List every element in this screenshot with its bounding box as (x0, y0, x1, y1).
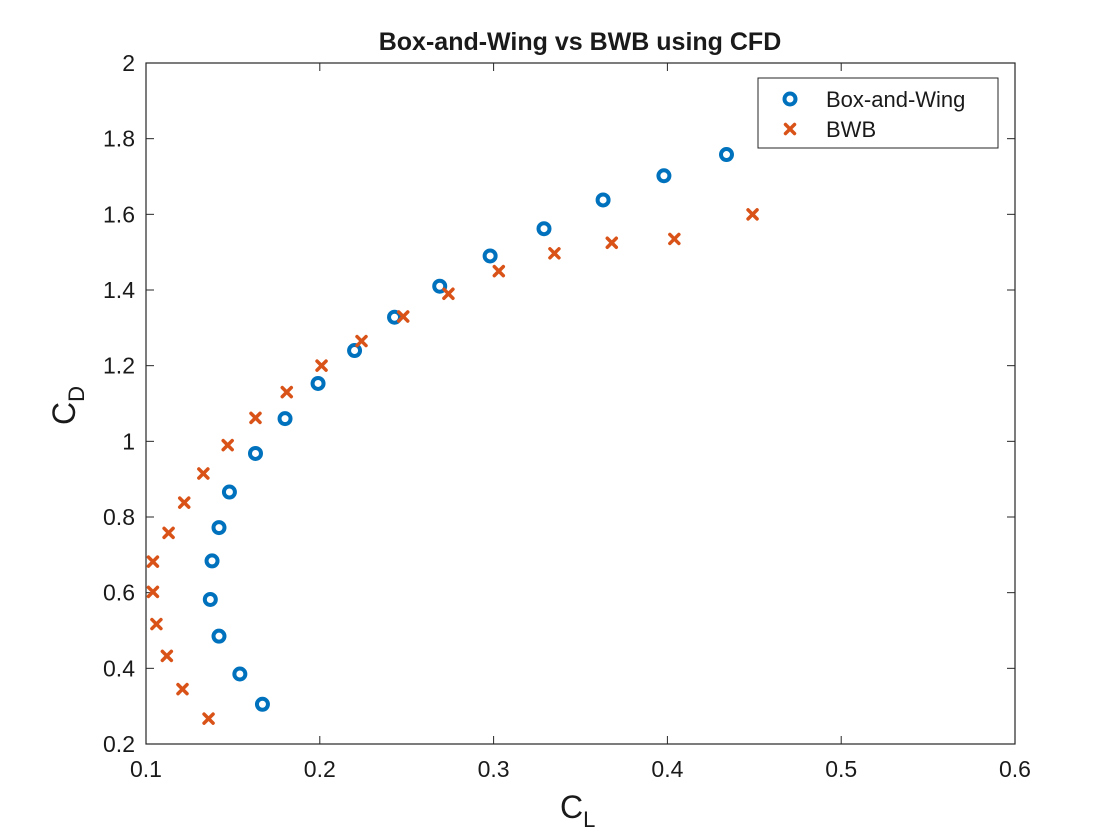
data-point (482, 248, 498, 264)
data-point-stroke (146, 555, 160, 568)
x-tick-label: 0.1 (130, 756, 162, 782)
legend: Box-and-Wing BWB (757, 77, 999, 149)
data-point (202, 712, 215, 725)
data-point (221, 438, 234, 452)
data-point-stroke (605, 236, 619, 249)
data-points (146, 147, 759, 725)
legend-marker-bwb (783, 122, 797, 136)
data-point (536, 221, 552, 237)
data-point-stroke (668, 232, 681, 246)
y-tick-label: 1.2 (103, 353, 135, 379)
series-bwb (146, 208, 759, 725)
data-point (656, 168, 672, 184)
data-point-stroke (146, 585, 160, 599)
data-point-stroke (396, 310, 410, 323)
axis-ticks: 0.1 0.2 0.3 0.4 0.5 0.60.20.40.60.811.21.41.6… (103, 50, 1031, 782)
y-tick-label: 1.8 (103, 126, 135, 152)
y-tick-label: 0.2 (103, 731, 135, 757)
y-axis-label-subscript: D (64, 386, 89, 402)
data-point-stroke (197, 467, 210, 480)
data-point (315, 359, 328, 372)
data-point (211, 520, 227, 536)
data-point-stroke (162, 526, 175, 540)
data-point-stroke (548, 247, 561, 260)
data-point-stroke (150, 617, 163, 631)
y-tick-label: 1 (122, 428, 135, 454)
data-point (277, 411, 293, 427)
y-tick-label: 1.4 (103, 277, 135, 303)
x-axis-label-main: C (560, 789, 583, 825)
y-tick-label: 1.6 (103, 201, 135, 227)
y-tick-label: 0.6 (103, 580, 135, 606)
y-tick-label: 0.8 (103, 504, 135, 530)
data-point (355, 334, 368, 348)
data-point-stroke (160, 649, 174, 663)
data-point (247, 445, 263, 461)
legend-marker-bwb-shape (783, 122, 797, 136)
data-point (280, 385, 294, 399)
data-point (232, 666, 248, 682)
legend-marker-box-and-wing (782, 91, 798, 107)
x-axis-label-subscript: L (583, 807, 595, 832)
data-point (249, 411, 262, 425)
y-axis-label: CD (46, 386, 89, 425)
data-point (595, 192, 611, 208)
data-point-stroke (221, 438, 234, 452)
data-point (150, 617, 163, 631)
data-point-stroke (315, 359, 328, 372)
x-axis-label: CL (560, 789, 595, 832)
data-point (176, 682, 189, 696)
data-point (432, 278, 448, 294)
data-point (146, 585, 160, 599)
data-point (177, 496, 191, 509)
data-point (221, 484, 237, 500)
legend-marker-box-and-wing-shape (782, 91, 798, 107)
data-point-stroke (176, 682, 189, 696)
data-point-stroke (442, 287, 455, 301)
data-point-stroke (202, 712, 215, 725)
data-point-stroke (492, 264, 506, 278)
data-point (254, 696, 270, 712)
data-point (347, 343, 363, 359)
data-point-stroke (355, 334, 368, 348)
x-tick-label: 0.4 (651, 756, 683, 782)
data-point (146, 555, 160, 568)
y-tick-label: 2 (122, 50, 135, 76)
data-point (442, 287, 455, 301)
data-point (396, 310, 410, 323)
data-point (718, 147, 734, 163)
data-point-stroke (177, 496, 191, 509)
data-point (605, 236, 619, 249)
x-tick-label: 0.3 (478, 756, 510, 782)
legend-label-bwb: BWB (826, 117, 876, 142)
legend-label-box-and-wing: Box-and-Wing (826, 87, 965, 112)
data-point (746, 208, 759, 221)
data-point (492, 264, 506, 278)
plot-area (145, 62, 1016, 745)
data-point-stroke (280, 385, 294, 399)
y-tick-label: 0.4 (103, 655, 135, 681)
data-point (197, 467, 210, 480)
chart-title: Box-and-Wing vs BWB using CFD (379, 28, 782, 56)
data-point (211, 628, 227, 644)
legend-marker-bwb-shape-stroke (783, 122, 797, 136)
legend-box (757, 77, 999, 149)
series-box-and-wing (202, 147, 734, 712)
data-point (668, 232, 681, 246)
data-point (204, 553, 220, 569)
data-point (548, 247, 561, 260)
data-point-stroke (249, 411, 262, 425)
x-tick-label: 0.5 (825, 756, 857, 782)
x-tick-label: 0.6 (999, 756, 1031, 782)
x-tick-label: 0.2 (304, 756, 336, 782)
data-point (202, 591, 218, 607)
data-point-stroke (746, 208, 759, 221)
data-point (310, 375, 326, 391)
data-point (162, 526, 175, 540)
data-point (160, 649, 174, 663)
y-axis-label-main: C (46, 402, 82, 425)
